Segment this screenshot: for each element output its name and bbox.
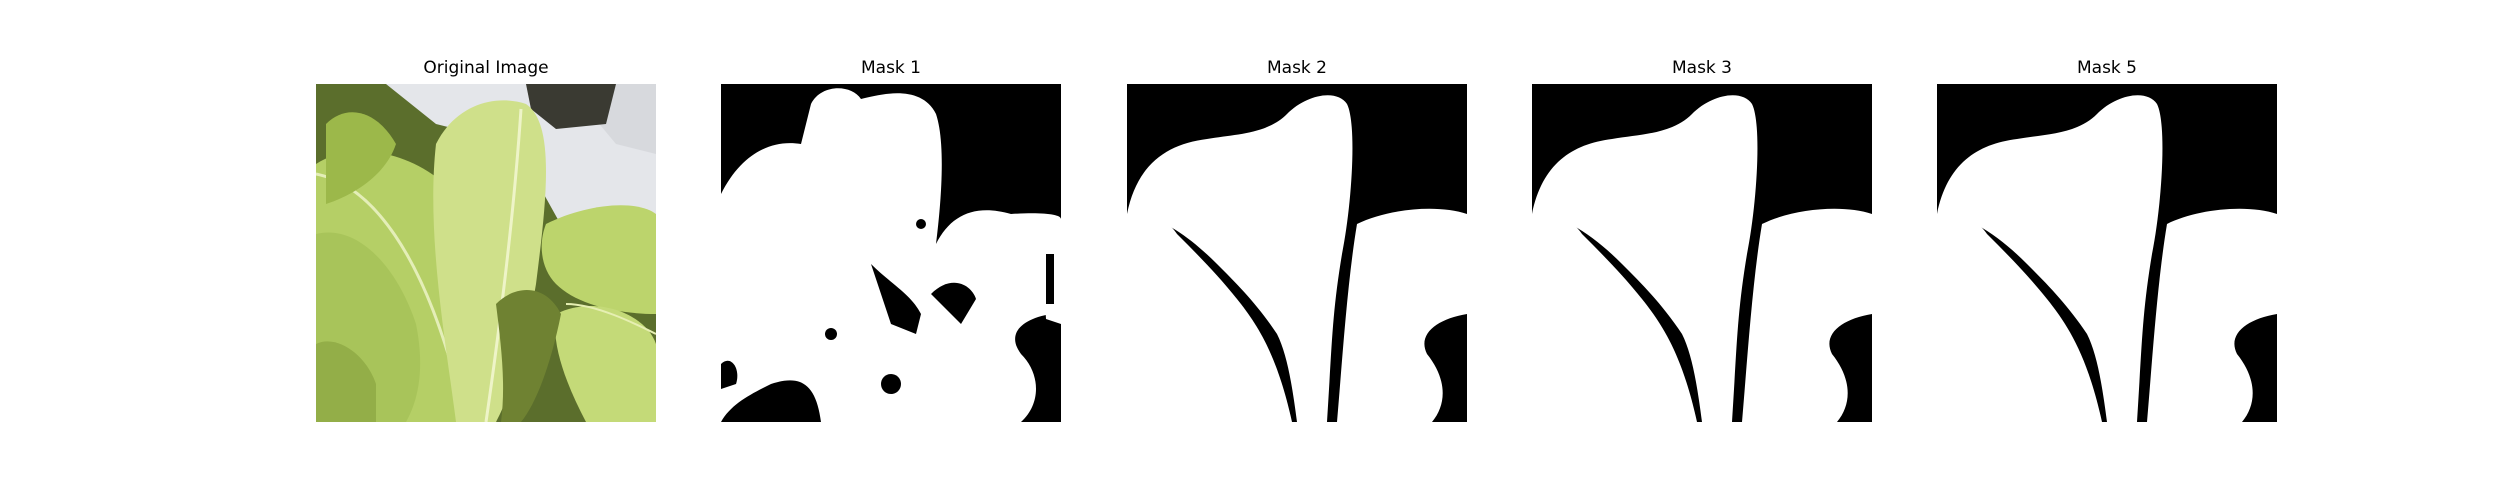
panel-title: Mask 5 xyxy=(2076,58,2137,78)
panel-title: Original Image xyxy=(423,58,549,78)
original-image xyxy=(316,84,656,422)
mask-2-image xyxy=(1127,84,1467,422)
mask-1-image xyxy=(721,84,1061,422)
panel-title: Mask 1 xyxy=(860,58,921,78)
panel-title: Mask 2 xyxy=(1266,58,1327,78)
mask-3-image xyxy=(1532,84,1872,422)
panel-title: Mask 3 xyxy=(1671,58,1732,78)
mask-5-image xyxy=(1937,84,2277,422)
